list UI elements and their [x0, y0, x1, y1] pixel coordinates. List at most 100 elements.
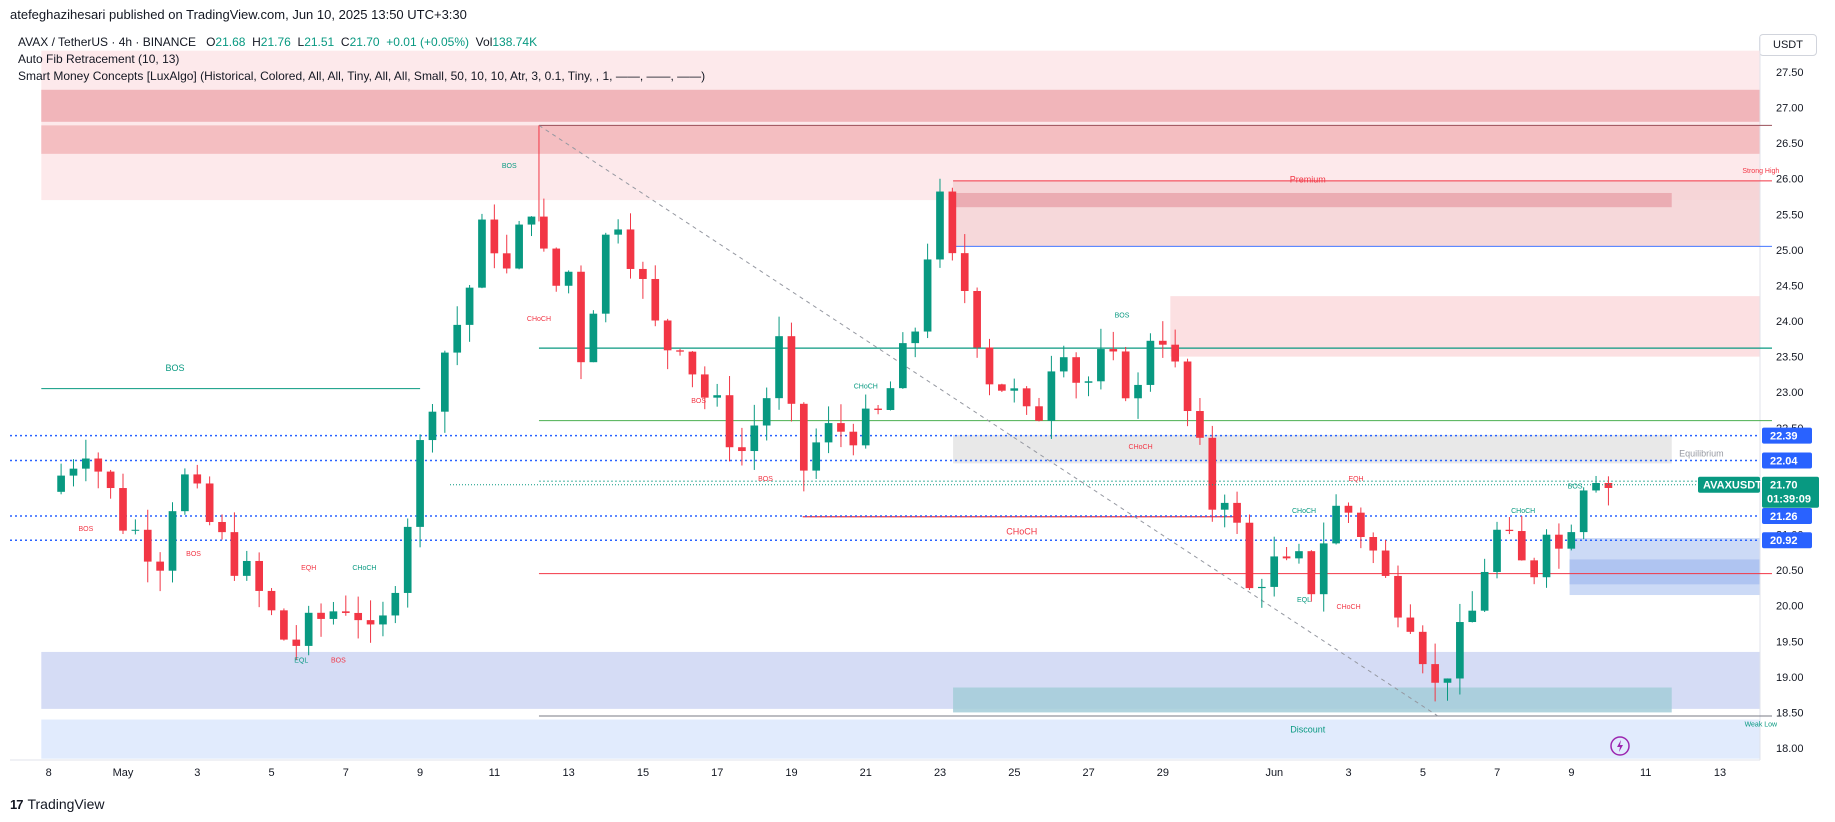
level-price-tag — [1762, 508, 1812, 525]
candle-body — [502, 253, 511, 269]
equilibrium-zone — [953, 434, 1672, 464]
candle-body — [1592, 482, 1600, 491]
price-tick-label: 25.00 — [1776, 245, 1804, 257]
smc-label: BOS — [758, 476, 773, 483]
candle-body — [824, 423, 833, 443]
legend-symbol[interactable]: AVAX / TetherUS · 4h · BINANCE — [18, 35, 197, 49]
supply-zone — [953, 192, 1672, 208]
candle-body — [540, 216, 548, 249]
chart-grid — [10, 36, 1761, 761]
candle-body — [1480, 571, 1489, 611]
symbol-tag — [1698, 476, 1760, 493]
smc-label: CHoCH — [1511, 508, 1535, 515]
time-tick-label: 27 — [1083, 767, 1095, 779]
smc-label: BOS — [78, 526, 93, 533]
legend-open-value: 21.68 — [215, 35, 246, 49]
candle-body — [280, 610, 288, 640]
legend-high-label: H — [252, 35, 261, 49]
candle-body — [688, 351, 697, 375]
legend-change: +0.01 (+0.05%) — [386, 35, 469, 49]
candle-body — [1319, 543, 1328, 595]
indicator-fib[interactable]: Auto Fib Retracement (10, 13) — [18, 52, 180, 66]
time-tick-label: 3 — [1346, 767, 1352, 779]
time-tick-label: 17 — [711, 767, 723, 779]
candle-body — [143, 529, 152, 562]
candle-body — [1134, 384, 1142, 399]
candle-body — [366, 620, 375, 625]
time-tick-label: 5 — [1420, 767, 1426, 779]
candle-body — [156, 561, 164, 571]
price-tags: 22.39 22.04 21.26 20.92 AVAXUSDT 21.70 01:39:0… — [450, 427, 1819, 756]
supply-zone — [953, 180, 1760, 247]
candle-body — [82, 458, 90, 469]
legend-vol-value: 138.74K — [492, 35, 538, 49]
candle-body — [601, 234, 610, 314]
price-tick-label: 26.50 — [1776, 138, 1804, 150]
level-price-tag-text: 22.39 — [1770, 431, 1798, 443]
candle-body — [242, 560, 251, 576]
countdown-tag-text: 01:39:09 — [1767, 494, 1811, 506]
candle-body — [1010, 388, 1019, 391]
candle-body — [1072, 357, 1080, 383]
price-tick-label: 27.50 — [1776, 67, 1804, 79]
time-tick-label: 7 — [1494, 767, 1500, 779]
smc-label: Strong High — [1742, 168, 1779, 175]
structure-line — [538, 124, 1439, 717]
smc-labels: BOS BOS BOS EQH CHoCH EQL BOS BOS CHoCH BOS CHoCH B… — [78, 163, 1779, 734]
legend-open-label: O — [206, 35, 216, 49]
candle-body — [861, 408, 870, 446]
candle-body — [1097, 349, 1105, 382]
smc-zones — [41, 50, 1761, 759]
candle-body — [1406, 617, 1415, 632]
candle-body — [1257, 586, 1266, 589]
candle-body — [453, 324, 462, 353]
time-tick-label: 8 — [46, 767, 52, 779]
time-tick-label: 21 — [860, 767, 872, 779]
time-tick-label: 15 — [637, 767, 649, 779]
legend-low-label: L — [297, 35, 305, 49]
candle-body — [1270, 556, 1279, 587]
candle-body — [812, 442, 821, 471]
symbol-tag-text: AVAXUSDT — [1703, 480, 1762, 492]
candle-body — [292, 639, 301, 646]
smc-label: CHoCH — [1292, 508, 1316, 515]
candle-body — [577, 271, 585, 363]
candle-body — [973, 291, 981, 348]
time-tick-label: May — [113, 767, 134, 779]
indicator-smc[interactable]: Smart Money Concepts [LuxAlgo] (Historic… — [18, 69, 706, 83]
smc-label: CHoCH — [1006, 527, 1037, 537]
candle-body — [1171, 344, 1180, 362]
candle-body — [787, 336, 796, 404]
smc-label: CHoCH — [854, 384, 878, 391]
level-price-tag-text: 22.04 — [1770, 456, 1798, 468]
price-tick-label: 19.50 — [1776, 636, 1804, 648]
legend-close-label: C — [340, 35, 350, 49]
time-tick-label: 25 — [1008, 767, 1020, 779]
candle-body — [725, 395, 734, 448]
smc-label: Weak Low — [1745, 722, 1778, 729]
candle-body — [1047, 371, 1056, 421]
candle-body — [775, 336, 783, 399]
time-axis: 8 May 3 5 7 9 11 13 15 17 19 21 23 25 27 29 Jun 3 5 7 9 11 13 — [46, 767, 1726, 779]
time-tick-label: 23 — [934, 767, 946, 779]
candle-body — [354, 612, 363, 621]
candle-body — [1555, 534, 1563, 549]
candle-body — [1245, 522, 1254, 589]
smc-label: CHoCH — [527, 316, 551, 323]
candle-body — [329, 611, 338, 619]
smc-label: CHoCH — [1337, 604, 1361, 611]
candle-body — [589, 313, 598, 363]
legend-symbol-row: AVAX / TetherUS · 4h · BINANCE O21.68 H2… — [18, 34, 705, 51]
candle-body — [193, 474, 202, 484]
candle-body — [1456, 622, 1464, 679]
smc-label: Equilibrium — [1679, 448, 1724, 458]
candle-body — [465, 287, 474, 325]
candle-body — [1542, 534, 1551, 578]
candle-body — [527, 216, 536, 225]
candle-body — [700, 374, 709, 398]
tradingview-logo[interactable]: 17 TradingView — [10, 796, 105, 812]
candle-body — [181, 474, 189, 512]
candle-body — [1530, 560, 1538, 578]
discount-band-zone — [41, 719, 1761, 759]
